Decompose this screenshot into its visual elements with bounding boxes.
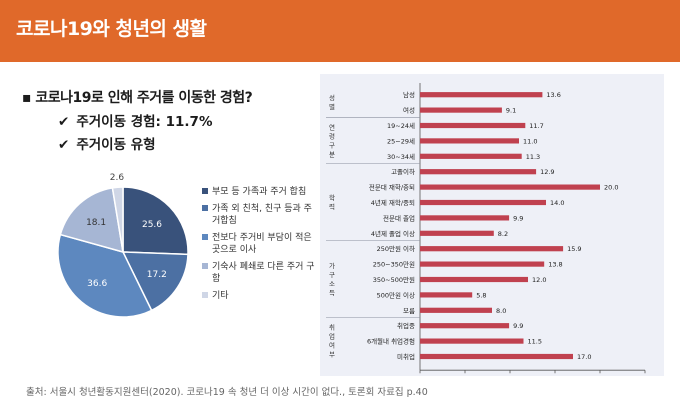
bar-value-label: 20.0	[604, 184, 618, 192]
legend-item: 전보다 주거비 부담이 적은 곳으로 이사	[202, 232, 317, 256]
question-text: 코로나19로 인해 주거를 이동한 경험?	[35, 90, 253, 106]
legend-label: 전보다 주거비 부담이 적은 곳으로 이사	[212, 233, 312, 255]
category-label: 취업중	[397, 322, 415, 330]
bar-value-label: 11.5	[528, 338, 542, 346]
category-label: 여성	[403, 106, 415, 115]
bar	[420, 307, 492, 313]
pie-slice-label: 17.2	[147, 270, 167, 280]
pie-slice-label: 18.1	[86, 218, 106, 228]
category-label: 250~350만원	[373, 260, 415, 269]
category-label: 전문대 졸업	[383, 213, 415, 222]
bar-value-label: 11.3	[526, 153, 540, 161]
bar	[420, 107, 502, 113]
category-label: 25~29세	[387, 136, 415, 145]
bar-value-label: 13.8	[548, 261, 562, 269]
pie-slice-label: 36.6	[87, 279, 107, 289]
category-label: 4년제 졸업 이상	[371, 229, 415, 238]
category-label: 남성	[403, 90, 415, 99]
bar	[420, 230, 494, 236]
bar	[420, 122, 526, 129]
bar	[420, 323, 510, 329]
legend-label: 부모 등 가족과 주거 합침	[212, 187, 307, 197]
bar	[420, 261, 545, 267]
pie-slice	[57, 233, 153, 318]
legend-label: 기타	[212, 291, 229, 301]
bar-value-label: 5.8	[476, 291, 486, 299]
bar	[420, 184, 600, 190]
category-label: 고졸이하	[391, 167, 415, 176]
bar	[420, 92, 543, 98]
pie-slice	[59, 186, 124, 254]
legend-swatch	[202, 263, 208, 269]
pie-slice-label: 2.6	[110, 173, 125, 183]
legend-item: 기타	[202, 290, 317, 302]
category-label: 500만원 이상	[377, 290, 415, 299]
bar-value-label: 14.0	[550, 199, 564, 207]
bar	[420, 153, 522, 159]
bar	[420, 169, 537, 175]
pie-slice	[121, 251, 189, 312]
legend-item: 가족 외 친척, 친구 등과 주거합침	[202, 203, 317, 227]
bar	[420, 338, 524, 344]
bar-value-label: 8.0	[496, 307, 506, 315]
legend-label: 가족 외 친척, 친구 등과 주거합침	[212, 204, 312, 226]
check-item-type: ✔ 주거이동 유형	[58, 133, 156, 153]
bar-value-label: 11.7	[529, 122, 543, 130]
header-banner: 코로나19와 청년의 생활	[0, 0, 680, 62]
bar-value-label: 15.9	[567, 245, 581, 253]
bar-value-label: 9.1	[506, 107, 516, 115]
page-title: 코로나19와 청년의 생활	[16, 18, 207, 40]
bar	[420, 246, 564, 252]
bar-chart: 0.05.010.015.020.025.0성별남성13.6여성9.1연령구분1…	[326, 83, 646, 374]
pie-slice-label: 25.6	[142, 220, 162, 230]
bar-value-label: 9.9	[513, 322, 523, 330]
category-label: 4년제 재학/중퇴	[371, 198, 415, 207]
legend-label: 기숙사 폐쇄로 다른 주거 구함	[212, 262, 315, 284]
bar	[420, 353, 573, 360]
check-item-experience: ✔ 주거이동 경험: 11.7%	[58, 110, 212, 130]
bar-value-label: 8.2	[498, 230, 508, 238]
check-text: 주거이동 유형	[76, 137, 156, 153]
bar-value-label: 12.0	[532, 276, 546, 284]
legend-swatch	[202, 205, 208, 211]
legend-item: 부모 등 가족과 주거 합침	[202, 186, 317, 198]
bar-value-label: 9.9	[513, 214, 523, 222]
legend-swatch	[202, 188, 208, 194]
bar-value-label: 11.0	[523, 137, 537, 145]
category-label: 30~34세	[387, 152, 415, 161]
bar-value-label: 17.0	[577, 353, 591, 361]
pie-chart: 25.6 17.2 36.6 18.1 2.6	[57, 173, 189, 318]
pie-slice	[122, 186, 189, 256]
bar	[420, 138, 519, 144]
bar	[420, 199, 546, 206]
category-label: 전문대 재학/중퇴	[369, 183, 415, 192]
category-label: 6개월내 취업경험	[367, 337, 415, 346]
bar-value-label: 13.6	[546, 91, 560, 99]
pie-slice	[111, 186, 124, 253]
question-bullet: ▪	[22, 90, 32, 106]
legend-swatch	[202, 234, 208, 240]
legend-swatch	[202, 292, 208, 298]
category-label: 모름	[403, 307, 415, 315]
category-label: 350~500만원	[373, 275, 415, 284]
category-label: 250만원 이하	[377, 244, 415, 253]
check-icon: ✔	[58, 137, 70, 153]
legend-item: 기숙사 폐쇄로 다른 주거 구함	[202, 261, 317, 285]
source-note: 출처: 서울시 청년활동지원센터(2020). 코로나19 속 청년 더 이상 …	[26, 387, 428, 398]
category-label: 19~24세	[387, 121, 415, 130]
bar	[420, 276, 528, 283]
category-label: 미취업	[397, 352, 415, 361]
bar	[420, 215, 510, 221]
bar-value-label: 12.9	[540, 168, 554, 176]
check-text: 주거이동 경험: 11.7%	[76, 114, 213, 130]
question-heading: ▪ 코로나19로 인해 주거를 이동한 경험?	[22, 87, 253, 107]
bar	[420, 292, 473, 298]
check-icon: ✔	[58, 114, 70, 130]
